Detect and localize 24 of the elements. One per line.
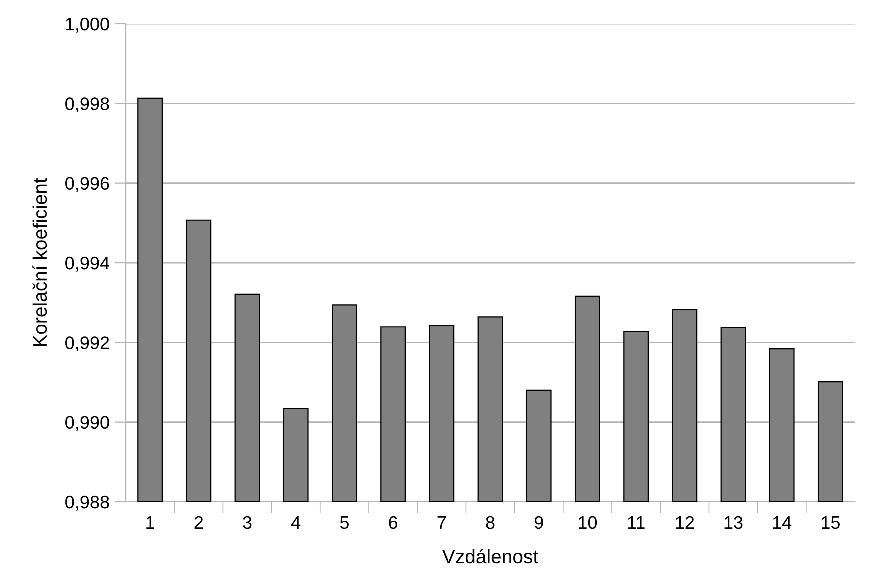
y-tick-label: 1,000 bbox=[66, 18, 110, 33]
y-tick-label: 0,996 bbox=[66, 177, 110, 192]
x-tick-label: 7 bbox=[438, 516, 446, 529]
x-tick-label: 12 bbox=[676, 516, 694, 529]
x-axis-title: Vzdálenost bbox=[442, 549, 538, 564]
y-tick-label: 0,990 bbox=[66, 416, 110, 432]
x-tick-label: 1 bbox=[146, 516, 154, 529]
x-tick-label: 5 bbox=[340, 516, 349, 530]
x-tick-label: 14 bbox=[773, 516, 792, 529]
x-tick-label: 8 bbox=[486, 516, 495, 530]
y-tick-label: 0,988 bbox=[66, 496, 110, 511]
x-tick-label: 11 bbox=[628, 516, 645, 529]
x-tick-label: 9 bbox=[534, 516, 544, 530]
y-axis-title: Korelační koeficient bbox=[32, 178, 48, 346]
x-tick-label: 6 bbox=[389, 516, 398, 530]
y-tick-label: 0,998 bbox=[66, 98, 110, 113]
x-tick-label: 15 bbox=[822, 516, 840, 530]
x-tick-label: 10 bbox=[579, 516, 598, 530]
x-tick-label: 2 bbox=[194, 516, 204, 529]
y-tick-label: 0,992 bbox=[66, 336, 110, 352]
x-tick-label: 3 bbox=[243, 516, 252, 530]
x-tick-label: 13 bbox=[724, 516, 743, 530]
y-tick-label: 0,994 bbox=[66, 256, 110, 272]
x-tick-label: 4 bbox=[291, 516, 301, 529]
